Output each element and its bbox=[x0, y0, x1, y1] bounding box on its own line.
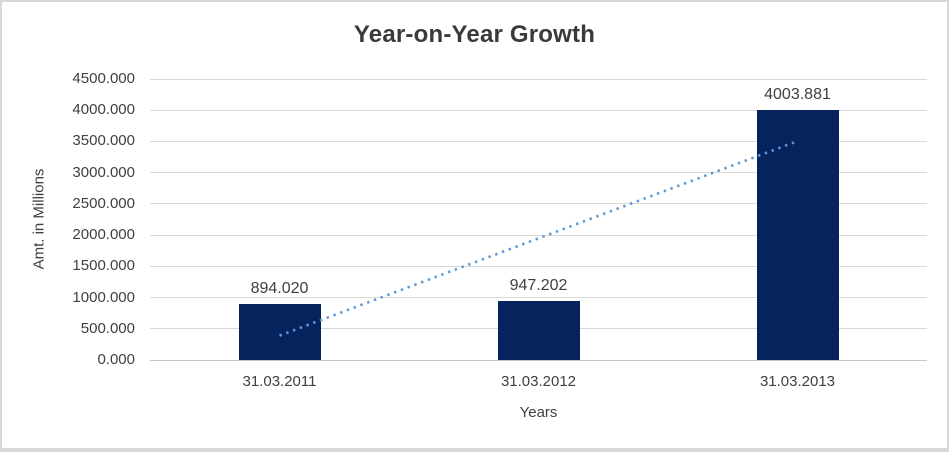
chart-title: Year-on-Year Growth bbox=[353, 21, 596, 48]
y-tick-label: 500.000 bbox=[80, 319, 135, 337]
x-tick-label: 31.03.2011 bbox=[242, 373, 317, 390]
data-label: 947.202 bbox=[509, 276, 568, 294]
y-tick-label: 2500.000 bbox=[72, 194, 135, 212]
gridline bbox=[150, 265, 927, 267]
y-tick-label: 2000.000 bbox=[72, 226, 135, 244]
bar-31.03.2013 bbox=[756, 109, 839, 360]
gridline bbox=[150, 78, 927, 80]
x-tick-label: 31.03.2012 bbox=[500, 373, 577, 390]
gridline bbox=[150, 234, 927, 236]
y-tick-label: 3000.000 bbox=[72, 163, 135, 181]
gridline bbox=[150, 109, 927, 111]
plot-area bbox=[150, 78, 927, 361]
bar-31.03.2012 bbox=[497, 300, 580, 360]
y-axis-title: Amt. in Millions bbox=[30, 168, 48, 270]
y-tick-label: 4000.000 bbox=[72, 101, 135, 119]
y-tick-label: 0.000 bbox=[97, 351, 135, 368]
data-label: 894.020 bbox=[250, 280, 309, 298]
trendline bbox=[279, 139, 798, 337]
gridline bbox=[150, 297, 927, 299]
x-tick-label: 31.03.2013 bbox=[759, 373, 836, 390]
gridline bbox=[150, 140, 927, 142]
bar-31.03.2011 bbox=[238, 304, 321, 360]
y-tick-label: 4500.000 bbox=[72, 70, 135, 87]
data-label: 4003.881 bbox=[764, 85, 831, 103]
y-tick-label: 1000.000 bbox=[72, 288, 135, 306]
gridline bbox=[150, 203, 927, 205]
x-axis-title: Years bbox=[519, 404, 558, 421]
y-tick-label: 3500.000 bbox=[72, 132, 135, 150]
gridline bbox=[150, 172, 927, 174]
y-tick-label: 1500.000 bbox=[72, 257, 135, 275]
x-axis-line bbox=[150, 360, 927, 361]
